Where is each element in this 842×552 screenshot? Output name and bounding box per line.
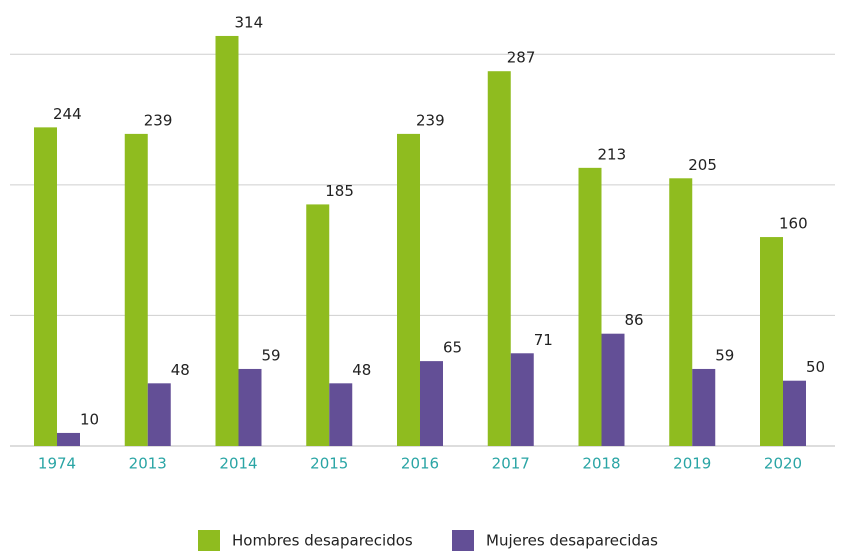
x-tick-label: 2018 (582, 455, 620, 473)
x-tick-label: 1974 (38, 455, 76, 473)
bar (760, 237, 783, 446)
legend-label: Hombres desaparecidos (232, 532, 413, 550)
value-label: 50 (806, 358, 825, 376)
value-label: 59 (262, 346, 281, 364)
value-label: 239 (416, 111, 445, 129)
bar (238, 368, 262, 446)
bar (783, 380, 806, 446)
legend-swatch (452, 530, 474, 551)
bar (601, 333, 625, 446)
x-tick-label: 2019 (673, 455, 711, 473)
bar (397, 133, 420, 447)
legend-label: Mujeres desaparecidas (486, 532, 658, 550)
x-tick-label: 2020 (764, 455, 802, 473)
bar (669, 178, 693, 446)
value-label: 314 (235, 13, 264, 31)
value-label: 244 (53, 105, 82, 123)
x-tick-label: 2016 (401, 455, 439, 473)
bar (57, 432, 80, 446)
value-label: 239 (144, 111, 173, 129)
value-label: 205 (688, 156, 717, 174)
bar (147, 383, 171, 446)
bar (692, 368, 716, 446)
value-label: 287 (507, 49, 536, 67)
bar (329, 383, 353, 446)
bar (487, 71, 511, 446)
bar (510, 353, 534, 446)
value-label: 213 (598, 145, 627, 163)
value-label: 59 (715, 346, 734, 364)
value-label: 86 (625, 311, 644, 329)
bar (420, 361, 443, 446)
value-label: 185 (325, 182, 354, 200)
value-label: 65 (443, 339, 462, 357)
x-tick-label: 2015 (310, 455, 348, 473)
value-label: 71 (534, 331, 553, 349)
value-label: 48 (352, 361, 371, 379)
bar (124, 133, 148, 447)
value-label: 10 (80, 410, 99, 428)
bar (306, 204, 330, 446)
x-tick-label: 2017 (492, 455, 530, 473)
value-label: 160 (779, 215, 808, 233)
bar (34, 127, 57, 446)
bar (215, 35, 239, 446)
bar (578, 167, 602, 447)
value-label: 48 (171, 361, 190, 379)
x-tick-label: 2014 (219, 455, 257, 473)
x-tick-label: 2013 (129, 455, 167, 473)
legend-swatch (198, 530, 220, 551)
